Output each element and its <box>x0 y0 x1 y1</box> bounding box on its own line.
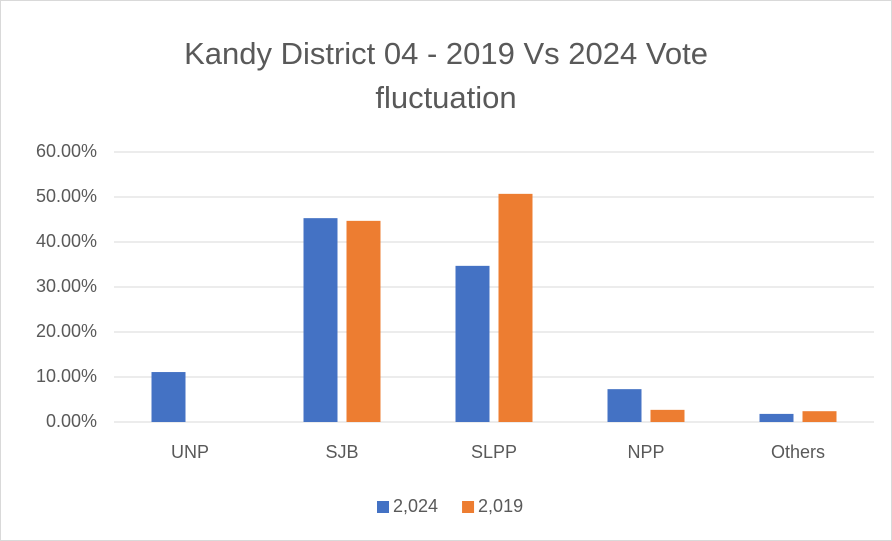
chart-title: Kandy District 04 - 2019 Vs 2024 Vote fl… <box>184 36 708 115</box>
x-tick-label: UNP <box>171 442 209 462</box>
bar <box>151 372 186 422</box>
legend-swatch <box>462 501 475 513</box>
y-tick-label: 20.00% <box>36 321 97 341</box>
x-tick-label: SLPP <box>471 442 517 462</box>
bar <box>498 193 533 422</box>
legend-label: 2,024 <box>393 496 438 516</box>
y-tick-label: 50.00% <box>36 186 97 206</box>
bar <box>346 220 381 422</box>
bar <box>802 411 837 422</box>
bar <box>303 218 338 422</box>
y-tick-label: 30.00% <box>36 276 97 296</box>
bar <box>607 389 642 422</box>
bar <box>650 409 685 422</box>
legend-swatch <box>377 501 389 513</box>
y-tick-label: 40.00% <box>36 231 97 251</box>
x-tick-label: SJB <box>325 442 358 462</box>
y-tick-label: 10.00% <box>36 366 97 386</box>
x-tick-label: NPP <box>627 442 664 462</box>
legend-label: 2,019 <box>478 496 523 516</box>
bar <box>759 413 794 422</box>
y-tick-label: 60.00% <box>36 141 97 161</box>
bar <box>455 265 490 422</box>
y-tick-label: 0.00% <box>46 411 97 431</box>
x-tick-label: Others <box>771 442 825 462</box>
